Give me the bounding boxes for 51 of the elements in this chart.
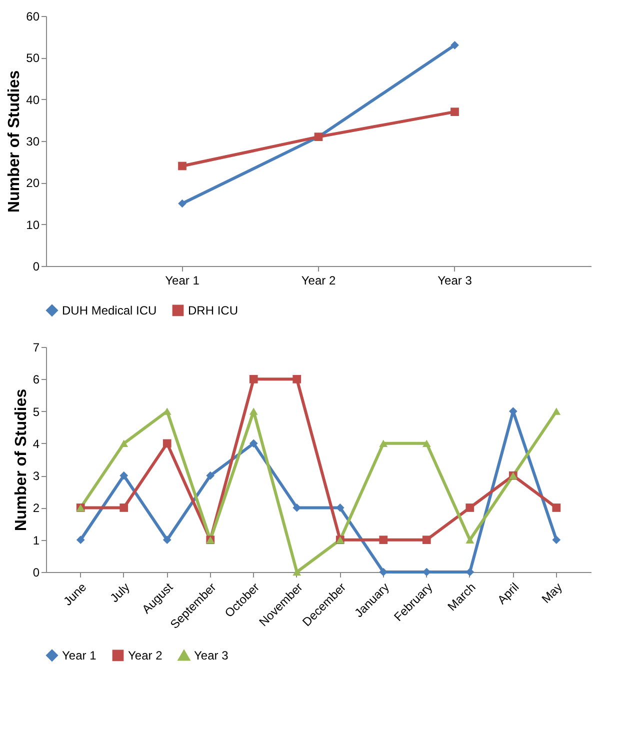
point: [552, 408, 561, 415]
point: [162, 536, 172, 544]
y-tick-label: 6: [32, 372, 40, 387]
y-tick-label: 10: [26, 218, 40, 232]
point: [379, 536, 388, 544]
y-tick-label: 4: [32, 436, 40, 451]
point: [552, 536, 561, 544]
y-tick-label: 30: [26, 134, 40, 148]
y-axis-title: Number of Studies: [6, 70, 24, 213]
point: [178, 162, 186, 170]
point: [249, 408, 258, 415]
y-axis-title: Number of Studies: [12, 388, 30, 532]
point: [379, 440, 388, 448]
y-tick-label: 0: [32, 566, 40, 580]
y-tick-label: 7: [32, 340, 40, 354]
point: [292, 374, 302, 384]
point: [120, 471, 128, 480]
point: [552, 504, 561, 512]
y-tick-label: 1: [32, 533, 40, 548]
point: [249, 374, 258, 384]
x-tick-label: May: [538, 580, 565, 606]
point: [466, 536, 474, 544]
point: [178, 199, 186, 208]
point: [120, 504, 128, 512]
y-tick-label: 3: [32, 469, 40, 484]
y-tick-label: 40: [26, 92, 40, 107]
x-tick-label: Year 3: [438, 274, 472, 288]
legend-label: Year 2: [128, 648, 163, 662]
point: [76, 536, 85, 544]
y-tick-label: 5: [32, 404, 40, 419]
legend-label: Year 3: [194, 648, 229, 663]
y-tick-label: 50: [26, 51, 40, 66]
point: [466, 504, 474, 512]
point: [450, 40, 459, 50]
point: [249, 439, 258, 448]
point: [206, 471, 215, 480]
y-tick-label: 60: [26, 10, 40, 24]
x-tick-label: Year 2: [301, 274, 336, 288]
point: [450, 108, 459, 116]
point: [162, 439, 172, 448]
legend-label: DUH Medical ICU: [62, 303, 157, 318]
y-tick-label: 0: [32, 260, 40, 274]
y-tick-label: 2: [32, 501, 40, 516]
point: [422, 440, 431, 448]
legend-label: DRH ICU: [188, 303, 238, 318]
x-tick-label: Year 1: [165, 274, 200, 288]
point: [120, 440, 128, 448]
x-tick-label: July: [107, 580, 132, 606]
point: [422, 536, 431, 544]
y-tick-label: 20: [26, 176, 40, 190]
legend-label: Year 1: [62, 648, 97, 662]
